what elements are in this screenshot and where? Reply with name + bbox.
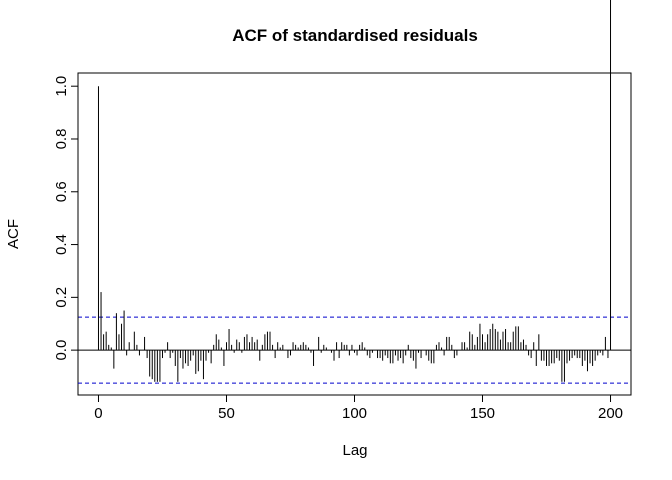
- x-tick-label: 50: [218, 405, 235, 422]
- y-axis: 0.0 0.2 0.4 0.6 0.8 1.0: [53, 76, 79, 361]
- y-axis-label: ACF: [5, 219, 22, 249]
- confidence-bands: [78, 316, 631, 384]
- x-tick-label: 0: [94, 405, 102, 422]
- x-tick-label: 150: [470, 405, 495, 422]
- chart-title: ACF of standardised residuals: [232, 26, 478, 45]
- x-tick-label: 200: [598, 405, 623, 422]
- y-tick-label: 0.6: [53, 181, 70, 202]
- y-tick-label: 0.2: [53, 287, 70, 308]
- y-tick-label: 1.0: [53, 76, 70, 97]
- plot-frame: [77, 72, 632, 396]
- x-axis-label: Lag: [342, 442, 367, 459]
- y-tick-label: 0.4: [53, 234, 70, 255]
- acf-bars: [97, 0, 612, 382]
- y-tick-label: 0.0: [53, 340, 70, 361]
- x-tick-label: 100: [342, 405, 367, 422]
- y-tick-label: 0.8: [53, 129, 70, 150]
- x-axis: 0 50 100 150 200: [94, 394, 623, 422]
